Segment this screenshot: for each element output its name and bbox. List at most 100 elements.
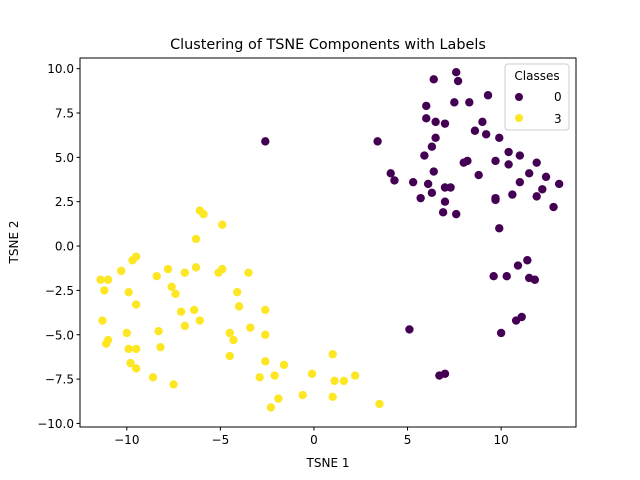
- data-point-class-0: [446, 183, 455, 192]
- data-point-class-0: [429, 75, 438, 84]
- data-point-class-0: [489, 272, 498, 281]
- data-point-class-0: [495, 133, 504, 143]
- data-point-class-0: [470, 126, 480, 135]
- data-point-class-3: [307, 369, 317, 378]
- legend-label-class-0: 0: [554, 90, 562, 104]
- data-point-class-0: [431, 133, 440, 143]
- data-point-class-3: [350, 371, 360, 380]
- legend-marker-class-0: [515, 93, 523, 101]
- data-point-class-0: [511, 316, 521, 325]
- legend: Classes 0 3: [504, 63, 570, 131]
- y-tick-label: −7.5: [45, 373, 74, 387]
- data-point-class-0: [373, 137, 382, 146]
- data-point-class-3: [199, 209, 208, 219]
- data-point-class-3: [102, 339, 111, 348]
- data-point-class-3: [152, 272, 161, 281]
- data-point-class-0: [386, 169, 395, 178]
- data-point-class-3: [328, 392, 337, 402]
- data-point-class-0: [481, 130, 491, 139]
- data-point-class-3: [103, 275, 113, 284]
- data-point-class-3: [214, 268, 223, 277]
- data-point-class-3: [261, 357, 270, 366]
- x-tick-label: 0: [310, 433, 318, 447]
- data-point-class-3: [298, 390, 307, 400]
- data-point-class-0: [496, 328, 506, 338]
- data-point-class-0: [504, 147, 513, 157]
- data-point-class-3: [195, 316, 204, 325]
- data-point-class-3: [279, 360, 289, 370]
- data-point-class-0: [465, 98, 474, 107]
- data-point-class-3: [169, 380, 178, 389]
- y-tick-label: 5.0: [55, 151, 74, 165]
- legend-title: Classes: [514, 69, 559, 83]
- legend-box: [504, 63, 570, 131]
- data-point-class-0: [525, 169, 534, 178]
- data-point-class-3: [126, 358, 135, 368]
- data-point-class-0: [416, 193, 425, 203]
- y-tick-label: −5.0: [45, 328, 74, 342]
- data-points: [96, 67, 564, 412]
- data-point-class-3: [225, 328, 234, 338]
- data-point-class-3: [122, 328, 131, 338]
- data-point-class-3: [191, 234, 201, 244]
- data-point-class-0: [422, 101, 431, 111]
- data-point-class-3: [255, 373, 264, 382]
- data-point-class-3: [98, 316, 107, 325]
- y-axis-label: TSNE 2: [7, 221, 21, 265]
- y-tick-label: 7.5: [55, 106, 74, 120]
- data-point-class-3: [274, 394, 283, 403]
- legend-label-class-3: 3: [554, 112, 562, 126]
- data-point-class-0: [452, 209, 461, 219]
- data-point-class-0: [405, 325, 414, 334]
- data-point-class-0: [427, 188, 437, 198]
- data-point-class-0: [530, 275, 540, 284]
- data-point-class-3: [131, 364, 141, 373]
- x-axis-ticks: −10 −5 0 5 10: [114, 427, 509, 447]
- data-point-class-0: [429, 167, 438, 176]
- data-point-class-0: [491, 156, 500, 166]
- data-point-class-3: [156, 342, 165, 352]
- x-axis-label: TSNE 1: [306, 456, 350, 470]
- data-point-class-3: [234, 302, 244, 311]
- data-point-class-3: [131, 300, 141, 309]
- x-tick-label: 5: [404, 433, 412, 447]
- data-point-class-3: [229, 335, 238, 345]
- data-point-class-3: [124, 344, 133, 354]
- data-point-class-0: [450, 98, 459, 107]
- data-point-class-3: [163, 264, 173, 274]
- data-point-class-0: [508, 190, 517, 199]
- data-point-class-0: [483, 91, 493, 100]
- data-point-class-0: [440, 119, 450, 128]
- data-point-class-0: [478, 117, 487, 127]
- data-point-class-3: [171, 289, 180, 299]
- data-point-class-0: [474, 170, 483, 180]
- legend-marker-class-3: [515, 114, 523, 122]
- chart-title: Clustering of TSNE Components with Label…: [170, 37, 486, 53]
- data-point-class-3: [261, 305, 270, 315]
- data-point-class-0: [440, 197, 450, 206]
- data-point-class-0: [504, 160, 513, 169]
- data-point-class-0: [431, 117, 440, 127]
- data-point-class-3: [270, 371, 279, 380]
- data-point-class-3: [148, 373, 158, 382]
- data-point-class-3: [330, 376, 339, 386]
- data-point-class-0: [463, 156, 472, 166]
- data-point-class-3: [218, 220, 227, 229]
- data-point-class-3: [261, 330, 270, 339]
- data-point-class-3: [189, 305, 199, 315]
- data-point-class-0: [523, 256, 532, 265]
- data-point-class-3: [246, 323, 255, 332]
- data-point-class-0: [423, 179, 433, 189]
- data-point-class-3: [128, 256, 137, 265]
- y-tick-label: 0.0: [55, 240, 74, 254]
- data-point-class-0: [420, 151, 429, 160]
- x-tick-label: −10: [114, 433, 139, 447]
- data-point-class-0: [532, 158, 541, 167]
- data-point-class-0: [422, 114, 431, 123]
- data-point-class-0: [513, 261, 523, 270]
- data-point-class-0: [427, 142, 437, 151]
- data-point-class-3: [233, 287, 242, 297]
- data-point-class-3: [225, 351, 234, 361]
- data-point-class-3: [266, 403, 276, 412]
- data-point-class-3: [244, 268, 253, 277]
